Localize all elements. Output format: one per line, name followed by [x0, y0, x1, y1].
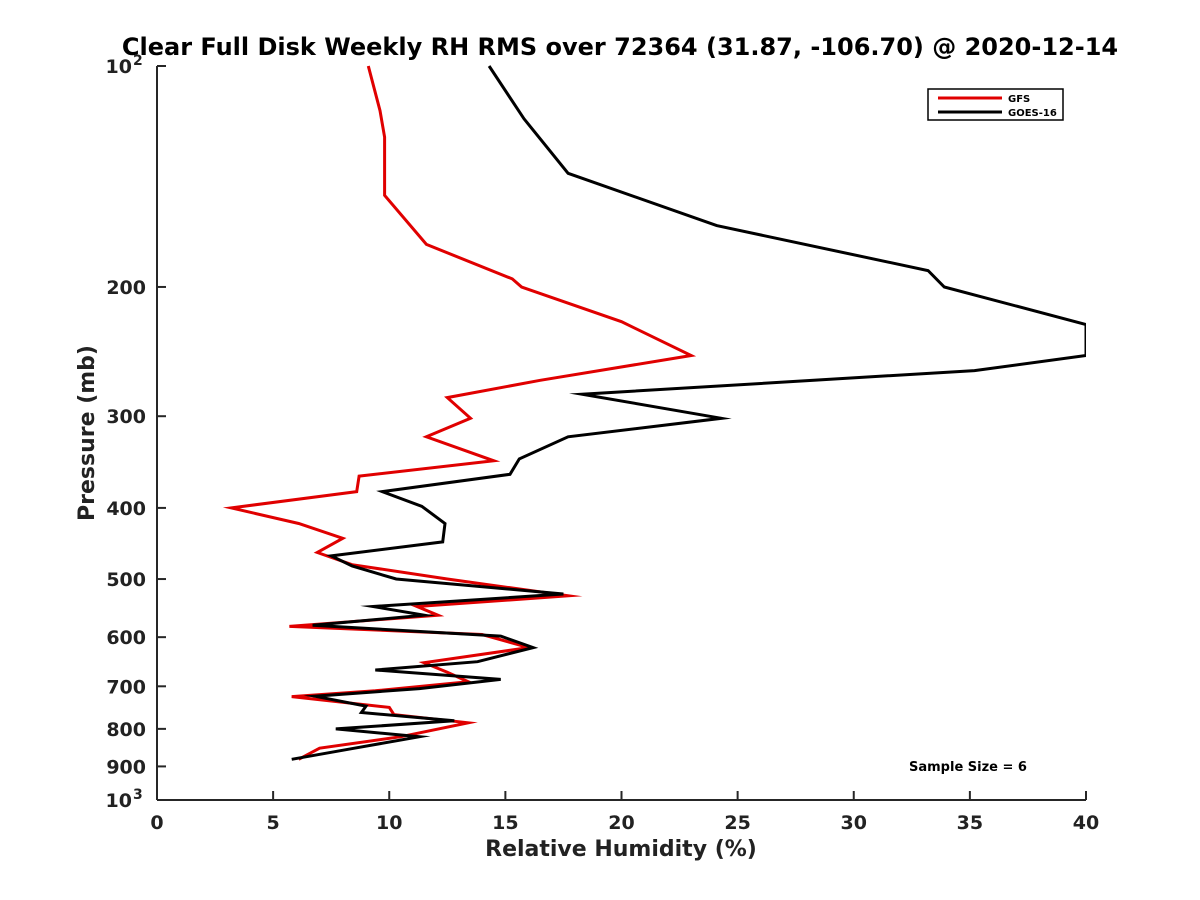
series-line-goes-16 — [291, 65, 1086, 761]
y-tick-label: 700 — [106, 676, 146, 698]
y-tick-label: 500 — [106, 569, 146, 591]
y-tick-exponent: 2 — [133, 53, 143, 69]
y-tick-label: 900 — [106, 756, 146, 778]
x-tick-label: 20 — [608, 812, 634, 834]
x-tick-label: 15 — [492, 812, 518, 834]
plot-area — [222, 65, 1086, 761]
x-tick-label: 10 — [376, 812, 402, 834]
legend-entry: GOES-16 — [1008, 108, 1057, 119]
y-axis-label: Pressure (mb) — [75, 345, 100, 521]
y-tick-label: 10 — [106, 790, 132, 812]
y-tick-exponent: 3 — [133, 787, 143, 803]
series-line-gfs — [222, 65, 697, 761]
x-axis-label: Relative Humidity (%) — [485, 837, 757, 862]
x-axis: 0 5 10 15 20 25 30 35 40 — [150, 791, 1099, 834]
y-tick-label: 10 — [106, 56, 132, 78]
legend: GFS GOES-16 — [927, 88, 1064, 121]
plot-frame — [156, 66, 1086, 801]
y-tick-label: 200 — [106, 277, 146, 299]
legend-box — [927, 88, 1064, 121]
x-tick-label: 25 — [724, 812, 750, 834]
x-tick-label: 30 — [841, 812, 867, 834]
x-tick-label: 35 — [957, 812, 983, 834]
legend-entry: GFS — [1008, 94, 1030, 105]
y-tick-label: 800 — [106, 719, 146, 741]
x-tick-label: 40 — [1073, 812, 1099, 834]
x-tick-label: 0 — [150, 812, 163, 834]
y-tick-label: 600 — [106, 627, 146, 649]
chart-title: Clear Full Disk Weekly RH RMS over 72364… — [122, 33, 1118, 61]
x-tick-label: 5 — [267, 812, 280, 834]
y-tick-label: 400 — [106, 498, 146, 520]
y-tick-label: 300 — [106, 406, 146, 428]
sample-size-annotation: Sample Size = 6 — [909, 760, 1027, 775]
